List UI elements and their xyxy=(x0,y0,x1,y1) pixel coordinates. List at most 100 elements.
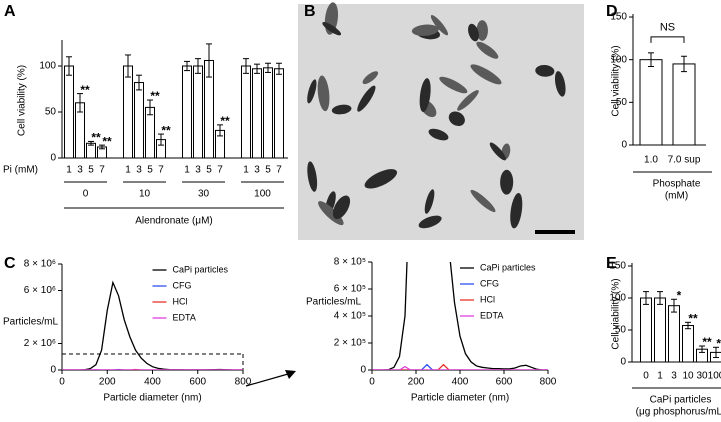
x-tick-label: 400 xyxy=(144,377,161,388)
x-tick-label: 3 xyxy=(671,371,677,382)
error-bar xyxy=(147,99,153,116)
bar xyxy=(639,59,663,146)
tem-image xyxy=(298,2,584,240)
particle xyxy=(322,22,342,36)
particle xyxy=(476,41,499,59)
bar xyxy=(182,65,192,159)
significance: ** xyxy=(161,123,171,137)
panel-label: E xyxy=(606,255,617,272)
particle xyxy=(424,189,435,214)
x-tick-label: 1 xyxy=(243,165,249,176)
legend-label: CaPi particles xyxy=(480,262,536,272)
x-tick-label: 400 xyxy=(452,377,469,388)
legend-label: EDTA xyxy=(173,312,196,322)
x-tick-label: 7 xyxy=(158,165,164,176)
particle xyxy=(317,75,330,112)
y-tick-label: 50 xyxy=(616,97,628,108)
group-title: Alendronate (μM) xyxy=(135,216,212,227)
particle xyxy=(510,192,523,229)
particle xyxy=(470,64,502,85)
scale-bar xyxy=(535,230,575,234)
error-bar xyxy=(77,93,83,113)
x-tick-label: 5 xyxy=(206,165,212,176)
zoom-arrowhead xyxy=(285,370,296,379)
particle xyxy=(419,78,431,113)
x-tick-label: 1.0 xyxy=(644,155,658,166)
error-bar xyxy=(265,62,271,73)
y-tick-label: 0 xyxy=(50,153,56,164)
x-tick-label: 3 xyxy=(136,165,142,176)
y-axis-label: Cell viability (%) xyxy=(611,45,622,116)
error-bar xyxy=(66,56,72,76)
y-axis-label: Cell viability (%) xyxy=(17,65,28,136)
significance: ** xyxy=(220,114,230,128)
particle xyxy=(457,90,479,111)
y-tick-label: 0 xyxy=(50,365,56,376)
error-bar xyxy=(671,298,677,313)
panel-label: A xyxy=(4,3,16,20)
y-tick-label: 100 xyxy=(609,293,626,304)
bar xyxy=(672,63,696,146)
panel-label: D xyxy=(606,3,618,20)
significance: ** xyxy=(150,89,160,103)
y-tick-label: 100 xyxy=(610,54,627,65)
error-bar xyxy=(657,291,663,305)
x-tick-label: 0 xyxy=(643,371,649,382)
series-line xyxy=(372,365,548,370)
x-tick-label: 0 xyxy=(369,377,375,388)
x-tick-label: 7 xyxy=(217,165,223,176)
y-tick-label: 2 × 10⁶ xyxy=(24,338,56,349)
x-tick-label: 100 xyxy=(708,371,721,382)
x-tick-label: 7 xyxy=(276,165,282,176)
particle xyxy=(411,24,439,36)
legend-label: EDTA xyxy=(480,310,503,320)
legend-label: CFG xyxy=(480,278,499,288)
bar xyxy=(123,65,133,159)
error-bar xyxy=(206,43,212,78)
particle xyxy=(554,71,566,97)
significance: ** xyxy=(80,83,90,97)
y-tick-label: 50 xyxy=(615,325,627,336)
bar xyxy=(241,65,251,159)
particle xyxy=(428,128,449,141)
x-tick-label: 3 xyxy=(254,165,260,176)
x-tick-label: 7 xyxy=(99,165,105,176)
bar xyxy=(668,305,680,363)
x-axis-label: Pi (mM) xyxy=(3,165,38,176)
y-tick-label: 6 × 10⁵ xyxy=(334,284,366,295)
bar xyxy=(252,68,262,159)
y-axis-label: Particles/mL xyxy=(306,297,361,308)
x-tick-label: 5 xyxy=(147,165,153,176)
bar xyxy=(682,325,694,363)
particle xyxy=(418,215,442,229)
annotation: NS xyxy=(660,22,675,34)
bar xyxy=(64,65,74,159)
x-tick-label: 200 xyxy=(408,377,425,388)
x-tick-label: 200 xyxy=(99,377,116,388)
error-bar xyxy=(276,62,282,75)
x-tick-label: 600 xyxy=(496,377,513,388)
significance: ** xyxy=(91,131,101,145)
error-bar xyxy=(681,55,687,73)
particle xyxy=(476,20,488,41)
x-tick-label: 800 xyxy=(540,377,557,388)
bar xyxy=(263,67,273,159)
error-bar xyxy=(88,140,94,146)
y-tick-label: 50 xyxy=(45,107,57,118)
x-tick-label: 10 xyxy=(682,371,694,382)
significance: ** xyxy=(102,134,112,148)
particle xyxy=(357,85,376,112)
error-bar xyxy=(136,74,142,91)
particle xyxy=(448,111,465,127)
legend-label: CFG xyxy=(173,280,192,290)
bar xyxy=(134,82,144,159)
x-axis-label: (mM) xyxy=(665,191,688,202)
significance: ** xyxy=(688,311,698,325)
error-bar xyxy=(685,321,691,330)
particle xyxy=(430,15,449,36)
legend-label: HCl xyxy=(480,294,495,304)
x-axis-label: Phosphate xyxy=(653,179,701,190)
x-tick-label: 7.0 sup xyxy=(668,155,701,166)
